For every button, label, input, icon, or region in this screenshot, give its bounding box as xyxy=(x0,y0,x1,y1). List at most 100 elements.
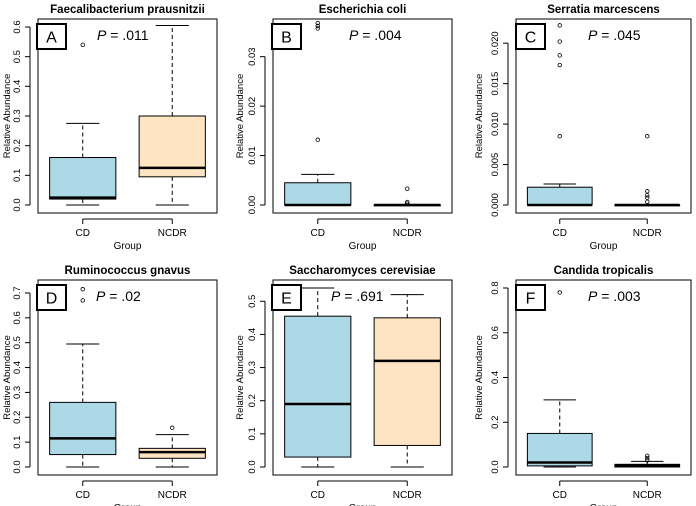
y-tick-label: 0.2 xyxy=(12,139,23,152)
box-cd xyxy=(49,287,117,468)
panel-label: C xyxy=(525,30,537,47)
chart-title: Serratia marcescens xyxy=(547,4,660,16)
p-value-annotation: P = .004 xyxy=(349,27,402,43)
outlier-point xyxy=(557,39,562,44)
p-value-annotation: P = .02 xyxy=(96,288,141,304)
outlier-point xyxy=(645,199,650,204)
outlier-point xyxy=(645,193,650,198)
outlier-point xyxy=(315,26,320,31)
x-tick-label: NCDR xyxy=(158,490,187,501)
x-tick-label: CD xyxy=(553,490,567,501)
outlier-point xyxy=(315,20,320,26)
p-value-annotation: P = .045 xyxy=(588,27,641,43)
outlier-point xyxy=(80,287,85,292)
outlier-point xyxy=(315,23,320,29)
outlier-point xyxy=(80,42,85,47)
x-tick-label: CD xyxy=(311,490,325,501)
plot-frame xyxy=(37,279,218,476)
x-tick-label: NCDR xyxy=(633,490,662,501)
plot-frame xyxy=(515,18,692,214)
y-tick-label: 0.000 xyxy=(490,193,501,217)
p-value-annotation: P = .691 xyxy=(331,288,384,304)
x-axis-label: Group xyxy=(349,503,377,506)
panel-label: F xyxy=(526,291,536,308)
y-tick-label: 0.2 xyxy=(12,411,23,424)
y-axis-label: Relative Abundance xyxy=(474,335,485,420)
panel-label: D xyxy=(46,291,58,308)
x-axis-label: Group xyxy=(590,241,618,252)
box-cd xyxy=(284,20,352,207)
y-tick-label: 0.3 xyxy=(247,361,258,374)
p-symbol: P xyxy=(349,27,359,43)
p-value: = .004 xyxy=(358,27,401,43)
y-tick-label: 0.00 xyxy=(247,196,258,215)
y-tick-label: 0.6 xyxy=(12,311,23,324)
outlier-point xyxy=(645,195,650,200)
x-axis-label: Group xyxy=(590,503,618,506)
box-ncdr xyxy=(373,294,441,468)
outlier-point xyxy=(557,290,562,295)
plot-frame xyxy=(515,279,692,476)
chart-title: Saccharomyces cerevisiae xyxy=(289,265,435,277)
y-tick-label: 0.8 xyxy=(490,281,501,294)
panel-label-box xyxy=(515,23,546,50)
box-iqr xyxy=(49,157,117,200)
outlier-point xyxy=(170,425,175,430)
p-symbol: P xyxy=(97,27,107,43)
outlier-point xyxy=(80,298,85,303)
outlier-point xyxy=(557,134,562,139)
y-tick-label: 0.5 xyxy=(12,50,23,63)
y-tick-label: 0.03 xyxy=(247,47,258,66)
y-tick-label: 0.0 xyxy=(12,198,23,211)
outlier-point xyxy=(645,458,650,463)
box-iqr xyxy=(49,401,117,456)
outlier-point xyxy=(405,186,410,191)
p-value: = .02 xyxy=(105,288,141,304)
p-symbol: P xyxy=(588,27,598,43)
p-value: = .691 xyxy=(340,288,383,304)
y-axis-label: Relative Abundance xyxy=(2,335,13,420)
y-axis-label: Relative Abundance xyxy=(235,74,246,159)
x-tick-label: NCDR xyxy=(633,228,662,239)
box-iqr xyxy=(284,182,352,206)
panel-a: Faecalibacterium prausnitzii A P = .011 0.0… xyxy=(2,4,218,252)
box-iqr xyxy=(284,315,352,458)
y-tick-label: 0.0 xyxy=(490,460,501,473)
panel-label: E xyxy=(281,291,292,308)
outlier-point xyxy=(645,134,650,139)
x-tick-label: NCDR xyxy=(158,228,187,239)
outlier-point xyxy=(557,23,562,28)
box-iqr xyxy=(526,432,593,467)
outlier-point xyxy=(557,62,562,68)
box-cd xyxy=(526,23,593,207)
y-tick-label: 0.0 xyxy=(12,460,23,473)
y-axis-label: Relative Abundance xyxy=(2,74,13,159)
p-symbol: P xyxy=(331,288,341,304)
plot-frame xyxy=(272,18,453,214)
y-tick-label: 0.020 xyxy=(490,31,501,55)
p-symbol: P xyxy=(96,288,106,304)
panel-e: Saccharomyces cerevisiae E P = .691 0.0 0.1 0… xyxy=(235,265,453,506)
box-ncdr xyxy=(138,25,206,206)
box-cd xyxy=(49,42,117,206)
y-tick-label: 0.7 xyxy=(12,286,23,299)
panel-label: B xyxy=(281,30,292,47)
panel-f: Candida tropicalis F P = .003 0.0 0.2 0.4 0.6 0… xyxy=(474,265,692,506)
box-ncdr xyxy=(614,453,681,468)
chart-title: Candida tropicalis xyxy=(554,265,654,277)
y-tick-label: 0.4 xyxy=(247,328,258,341)
y-tick-label: 0.1 xyxy=(12,169,23,182)
plot-frame xyxy=(272,279,453,476)
outlier-point xyxy=(315,137,320,142)
panel-c: Serratia marcescens C P = .045 0.000 0.005 0.… xyxy=(474,4,692,252)
p-value: = .011 xyxy=(106,27,148,43)
chart-title: Escherichia coli xyxy=(319,4,407,16)
y-tick-label: 0.6 xyxy=(490,326,501,339)
panel-label-box xyxy=(36,23,67,50)
y-tick-label: 0.6 xyxy=(12,20,23,33)
y-tick-label: 0.2 xyxy=(490,416,501,429)
y-tick-label: 0.3 xyxy=(12,109,23,122)
y-tick-label: 0.4 xyxy=(490,371,501,384)
panel-label-box xyxy=(271,284,302,311)
